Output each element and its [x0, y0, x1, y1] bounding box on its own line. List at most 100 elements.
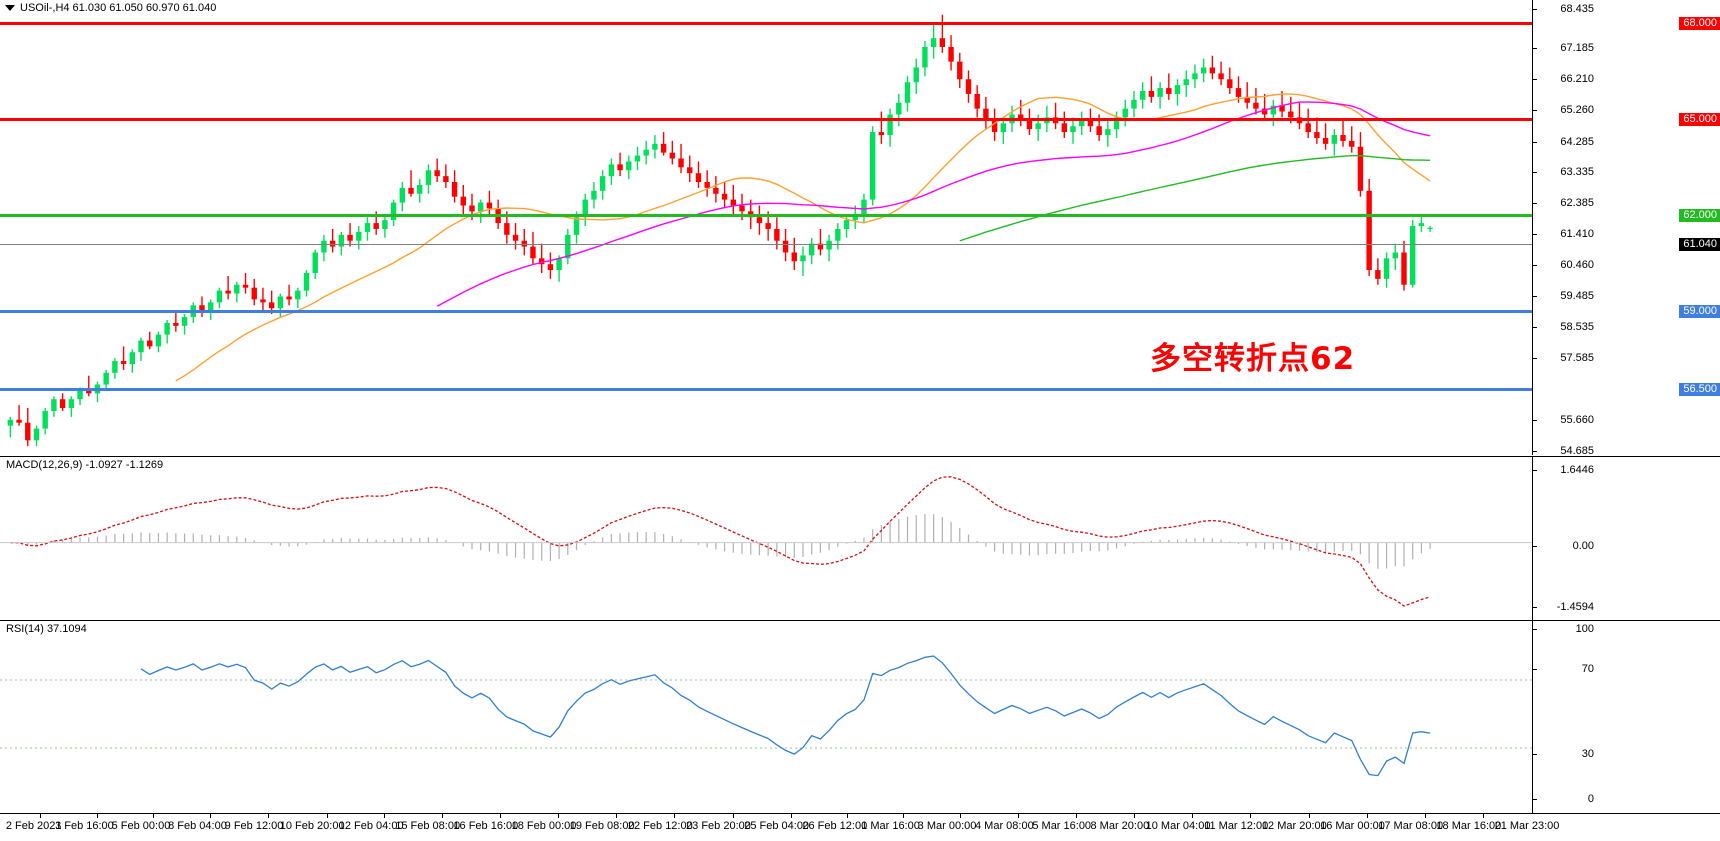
chart-title-bar: USOil-,H4 61.030 61.050 60.970 61.040: [0, 0, 1720, 16]
price-tick-mark: [1533, 172, 1537, 173]
time-tick-mark: [210, 814, 212, 818]
time-tick-label: 8 Feb 04:00: [168, 820, 227, 832]
time-tick-label: 16 Mar 00:00: [1320, 820, 1385, 832]
macd-tick-mark: [1533, 470, 1537, 471]
time-tick-label: 18 Mar 16:00: [1436, 820, 1502, 832]
price-tick-label: 61.410: [1560, 228, 1594, 240]
rsi-tick-label: 30: [1581, 748, 1594, 760]
time-tick-mark: [1075, 814, 1077, 818]
time-tick-label: 8 Mar 20:00: [1090, 820, 1150, 832]
price-tick-label: 66.210: [1560, 73, 1594, 85]
time-tick-label: 22 Feb 12:00: [627, 820, 693, 832]
time-tick-label: 17 Mar 08:00: [1378, 820, 1444, 832]
time-tick-mark: [153, 814, 155, 818]
time-tick-mark: [1366, 814, 1368, 818]
price-level-tag-68-000[interactable]: 68.000: [1679, 17, 1720, 30]
time-tick-mark: [500, 814, 501, 818]
macd-tick-mark: [1533, 607, 1537, 608]
rsi-title: RSI(14) 37.1094: [6, 623, 87, 635]
price-tick-label: 64.285: [1560, 136, 1594, 148]
time-tick-mark: [1483, 814, 1484, 818]
rsi-tick-mark: [1533, 629, 1537, 630]
price-tick-label: 62.385: [1560, 197, 1594, 209]
time-tick-label: 3 Mar 00:00: [917, 820, 977, 832]
time-tick-label: 5 Mar 16:00: [1032, 820, 1092, 832]
rsi-tick-mark: [1533, 669, 1537, 670]
rsi-tick-label: 70: [1581, 663, 1594, 675]
price-level-line-65-000[interactable]: [0, 118, 1533, 121]
price-level-tag-59-000[interactable]: 59.000: [1679, 305, 1720, 318]
price-tick-mark: [1533, 327, 1537, 328]
rsi-tick-label: 100: [1575, 623, 1594, 635]
rsi-pane: RSI(14) 37.1094 100 70 30 0: [0, 620, 1720, 814]
price-tick-mark: [1533, 110, 1537, 111]
price-tick-mark: [1533, 9, 1537, 10]
price-level-tag-61-040[interactable]: 61.040: [1679, 238, 1720, 251]
price-tick-mark: [1533, 358, 1537, 359]
time-tick-label: 3 Feb 16:00: [55, 820, 114, 832]
time-tick-mark: [327, 814, 329, 818]
time-tick-mark: [846, 814, 848, 818]
macd-pane: MACD(12,26,9) -1.0927 -1.1269 1.6446 0.00…: [0, 456, 1720, 620]
macd-axis: 1.6446 0.00 -1.4594: [1532, 457, 1720, 620]
macd-tick-label: -1.4594: [1556, 601, 1594, 613]
time-tick-label: 12 Mar 20:00: [1261, 820, 1327, 832]
time-tick-mark: [1134, 814, 1136, 818]
time-tick-mark: [383, 814, 385, 818]
macd-title: MACD(12,26,9) -1.0927 -1.1269: [6, 459, 164, 471]
time-tick-label: 25 Feb 04:00: [744, 820, 810, 832]
time-tick-label: 10 Feb 20:00: [279, 820, 345, 832]
time-tick-label: 9 Feb 12:00: [224, 820, 284, 832]
price-tick-mark: [1533, 420, 1537, 421]
time-tick-label: 11 Mar 12:00: [1204, 820, 1269, 832]
price-tick-label: 54.685: [1560, 445, 1594, 457]
price-series-layer: [7, 14, 1433, 447]
time-tick-mark: [1017, 814, 1019, 818]
rsi-series-layer: [0, 655, 1533, 777]
time-tick-label: 26 Feb 12:00: [802, 820, 868, 832]
time-tick-mark: [441, 814, 443, 818]
price-tick-mark: [1533, 203, 1537, 204]
price-level-line-68-000[interactable]: [0, 22, 1533, 25]
time-tick-label: 2 Feb 2021: [5, 820, 62, 832]
time-tick-label: 23 Feb 20:00: [686, 820, 751, 832]
time-tick-mark: [558, 814, 560, 818]
time-tick-label: 5 Feb 00:00: [111, 820, 171, 832]
symbol-timeframe-ohlc: USOil-,H4 61.030 61.050 60.970 61.040: [20, 2, 217, 14]
chevron-down-icon[interactable]: [5, 5, 15, 11]
price-pane: 多空转折点62 68.435 67.185 66.210 65.260 64.285 63…: [0, 0, 1720, 488]
time-tick-label: 19 Feb 08:00: [569, 820, 635, 832]
time-tick-label: 21 Mar 23:00: [1494, 820, 1560, 832]
chart-annotation-text: 多空转折点62: [1150, 341, 1356, 377]
time-axis[interactable]: 2 Feb 2021 3 Feb 16:00 5 Feb 00:00 8 Feb 04…: [0, 813, 1720, 841]
price-tick-mark: [1533, 234, 1537, 235]
time-tick-label: 4 Mar 08:00: [975, 820, 1034, 832]
macd-tick-mark: [1533, 546, 1537, 547]
price-level-line-62-000[interactable]: [0, 214, 1533, 217]
time-tick-mark: [268, 814, 270, 818]
time-tick-mark: [790, 814, 792, 818]
time-tick-label: 12 Feb 04:00: [338, 820, 404, 832]
price-level-tag-56-500[interactable]: 56.500: [1679, 383, 1720, 396]
price-tick-label: 60.460: [1560, 259, 1594, 271]
rsi-plot-area[interactable]: [0, 621, 1533, 814]
macd-tick-label: 0.00: [1572, 540, 1594, 552]
price-tick-mark: [1533, 79, 1537, 80]
time-tick-label: 10 Mar 04:00: [1145, 820, 1211, 832]
price-level-tag-65-000[interactable]: 65.000: [1679, 113, 1720, 126]
rsi-tick-label: 0: [1587, 793, 1594, 805]
time-tick-label: 16 Feb 16:00: [453, 820, 519, 832]
price-level-tag-62-000[interactable]: 62.000: [1679, 209, 1720, 222]
time-tick-mark: [96, 814, 98, 818]
price-level-line-61-040[interactable]: [0, 244, 1533, 245]
price-plot-area[interactable]: 多空转折点62: [0, 0, 1533, 455]
price-axis[interactable]: 68.435 67.185 66.210 65.260 64.285 63.335 62.3…: [1532, 0, 1720, 488]
price-tick-label: 59.485: [1560, 290, 1594, 302]
price-level-line-56-500[interactable]: [0, 388, 1533, 391]
price-tick-label: 57.585: [1560, 352, 1594, 364]
time-tick-label: 18 Feb 00:00: [511, 820, 577, 832]
macd-plot-area[interactable]: [0, 457, 1533, 620]
time-tick-mark: [40, 814, 42, 818]
price-tick-label: 63.335: [1560, 166, 1594, 178]
price-level-line-59-000[interactable]: [0, 310, 1533, 313]
